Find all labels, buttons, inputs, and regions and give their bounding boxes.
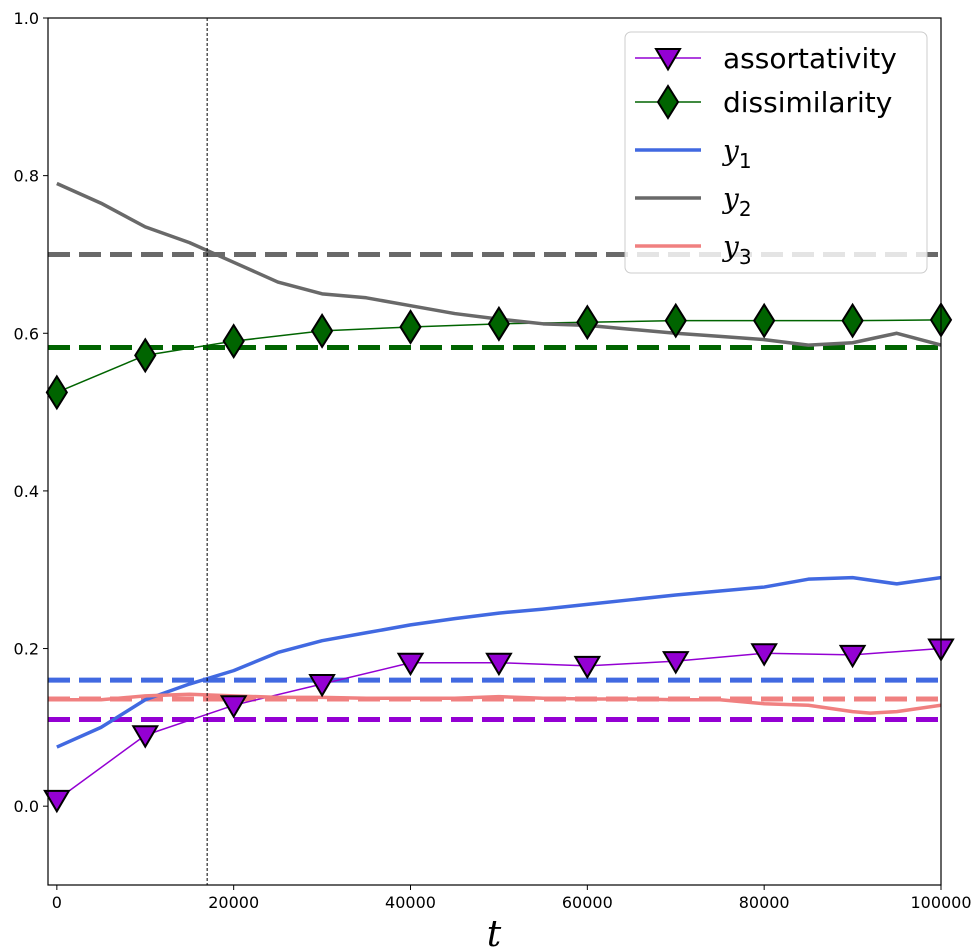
legend-marker-dissimilarity [656,84,680,120]
marker-dissimilarity-4 [399,309,422,345]
marker-assortativity-5 [485,652,513,677]
marker-dissimilarity-8 [752,302,776,339]
marker-assortativity-1 [131,725,160,749]
x-tick-label: 20000 [208,893,259,912]
marker-assortativity-0 [43,789,71,814]
y-tick-label: 0.8 [14,167,39,186]
x-axis-label: t [487,914,502,950]
y-tick-label: 0.4 [14,482,39,501]
marker-dissimilarity-6 [576,304,599,341]
marker-assortativity-7 [662,651,690,675]
marker-assortativity-9 [838,644,867,669]
x-tick-label: 80000 [739,893,790,912]
legend: assortativity dissimilarity y1 y2 y3 [624,31,928,274]
series-line-y_3 [56,692,941,715]
series-lines [56,181,941,801]
x-tick-label: 0 [52,893,62,912]
marker-assortativity-8 [750,643,778,667]
series-line-y_1 [56,575,941,749]
y-tick-label: 0.6 [14,324,39,343]
y-axis: 0.0 0.2 0.4 0.6 0.8 1.0 [14,9,48,816]
x-tick-label: 40000 [385,893,436,912]
marker-dissimilarity-5 [487,305,511,342]
legend-box [624,31,928,274]
legend-label-assortativity: assortativity [723,42,897,75]
y-tick-label: 0.2 [14,640,39,659]
marker-assortativity-3 [308,674,336,698]
x-tick-label: 100000 [910,893,971,912]
marker-dissimilarity-0 [45,374,69,411]
y-tick-label: 0.0 [14,797,39,816]
legend-label-y_1: y1 [721,134,752,173]
series-markers [43,301,955,814]
plot-frame [47,17,942,886]
marker-dissimilarity-3 [310,313,334,349]
marker-assortativity-4 [396,652,425,677]
x-axis: 0 20000 40000 60000 80000 100000 [52,885,972,912]
legend-marker-assortativity [654,48,682,72]
marker-dissimilarity-7 [664,302,687,339]
marker-dissimilarity-1 [134,337,157,374]
marker-dissimilarity-9 [841,302,864,339]
marker-dissimilarity-2 [222,323,245,360]
legend-label-dissimilarity: dissimilarity [723,86,892,119]
x-tick-label: 60000 [562,893,613,912]
legend-label-y_3: y3 [721,230,752,269]
marker-assortativity-6 [573,655,602,680]
legend-label-y_2: y2 [721,182,752,221]
y-tick-label: 1.0 [14,9,39,28]
marker-assortativity-2 [219,695,248,719]
